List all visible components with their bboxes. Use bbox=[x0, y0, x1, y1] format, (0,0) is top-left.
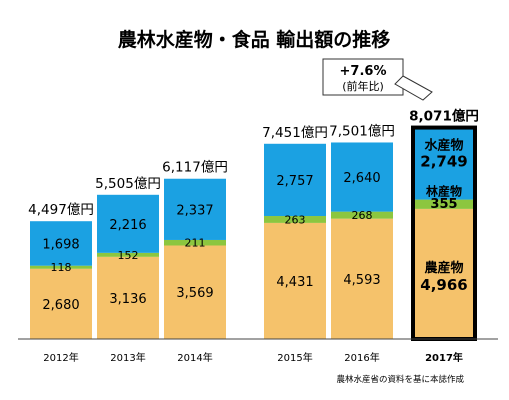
category-label-4: 2016年 bbox=[344, 351, 379, 364]
bar-fish-2 bbox=[164, 178, 226, 240]
total-label-2: 6,117億円 bbox=[162, 160, 228, 176]
bar-agri-1 bbox=[97, 256, 159, 339]
value-fish-5: 2,749 bbox=[420, 153, 467, 171]
bar-agri-4 bbox=[331, 218, 393, 339]
total-label-4: 7,501億円 bbox=[329, 123, 395, 139]
value-agri-4: 4,593 bbox=[343, 273, 380, 288]
bar-forest-2 bbox=[164, 239, 226, 246]
value-agri-1: 3,136 bbox=[109, 292, 146, 307]
bar-forest-0 bbox=[30, 265, 92, 269]
value-fish-0: 1,698 bbox=[42, 237, 79, 252]
series-name-agri: 農産物 bbox=[424, 260, 463, 276]
bar-fish-5 bbox=[413, 127, 475, 200]
category-label-0: 2012年 bbox=[43, 351, 78, 364]
value-forest-2: 211 bbox=[185, 237, 206, 250]
bar-forest-5 bbox=[413, 199, 475, 209]
bar-agri-3 bbox=[264, 222, 326, 339]
total-label-3: 7,451億円 bbox=[262, 125, 328, 141]
value-agri-2: 3,569 bbox=[176, 286, 213, 301]
value-forest-3: 263 bbox=[285, 213, 306, 226]
value-forest-4: 268 bbox=[352, 209, 373, 222]
category-label-5: 2017年 bbox=[425, 351, 463, 364]
bar-fish-1 bbox=[97, 194, 159, 253]
bar-forest-1 bbox=[97, 252, 159, 257]
bar-fish-0 bbox=[30, 221, 92, 266]
bar-fish-3 bbox=[264, 143, 326, 217]
category-label-1: 2013年 bbox=[110, 351, 145, 364]
series-name-fish: 水産物 bbox=[424, 138, 463, 154]
yoy-callout: +7.6% (前年比) bbox=[322, 58, 404, 96]
value-fish-4: 2,640 bbox=[343, 171, 380, 186]
chart-title: 農林水産物・食品 輸出額の推移 bbox=[118, 28, 391, 51]
source-note: 農林水産省の資料を基に本誌作成 bbox=[336, 374, 464, 385]
callout-percent: +7.6% bbox=[340, 64, 387, 79]
value-agri-5: 4,966 bbox=[420, 276, 467, 294]
value-forest-1: 152 bbox=[118, 249, 139, 262]
bar-forest-4 bbox=[331, 211, 393, 219]
bars-layer: 2,680 118 1,698 4,497億円 2012年 3,136 152 2,216 5,… bbox=[28, 108, 479, 364]
value-agri-0: 2,680 bbox=[42, 298, 79, 313]
bar-forest-3 bbox=[264, 216, 326, 223]
total-label-0: 4,497億円 bbox=[28, 202, 94, 218]
bar-agri-0 bbox=[30, 268, 92, 339]
callout-note: (前年比) bbox=[342, 79, 384, 93]
value-fish-2: 2,337 bbox=[176, 203, 213, 218]
series-name-forest: 林産物 bbox=[426, 184, 462, 199]
callout-arrow bbox=[394, 75, 433, 101]
bar-fish-4 bbox=[331, 142, 393, 212]
value-agri-3: 4,431 bbox=[276, 275, 313, 290]
value-fish-3: 2,757 bbox=[276, 174, 313, 189]
category-label-2: 2014年 bbox=[177, 351, 212, 364]
value-forest-5: 355 bbox=[430, 197, 457, 212]
total-label-1: 5,505億円 bbox=[95, 176, 161, 192]
bar-agri-5 bbox=[413, 208, 475, 339]
value-fish-1: 2,216 bbox=[109, 218, 146, 233]
bar-agri-2 bbox=[164, 245, 226, 339]
total-label-5: 8,071億円 bbox=[409, 108, 479, 125]
category-label-3: 2015年 bbox=[277, 351, 312, 364]
value-forest-0: 118 bbox=[51, 261, 72, 274]
